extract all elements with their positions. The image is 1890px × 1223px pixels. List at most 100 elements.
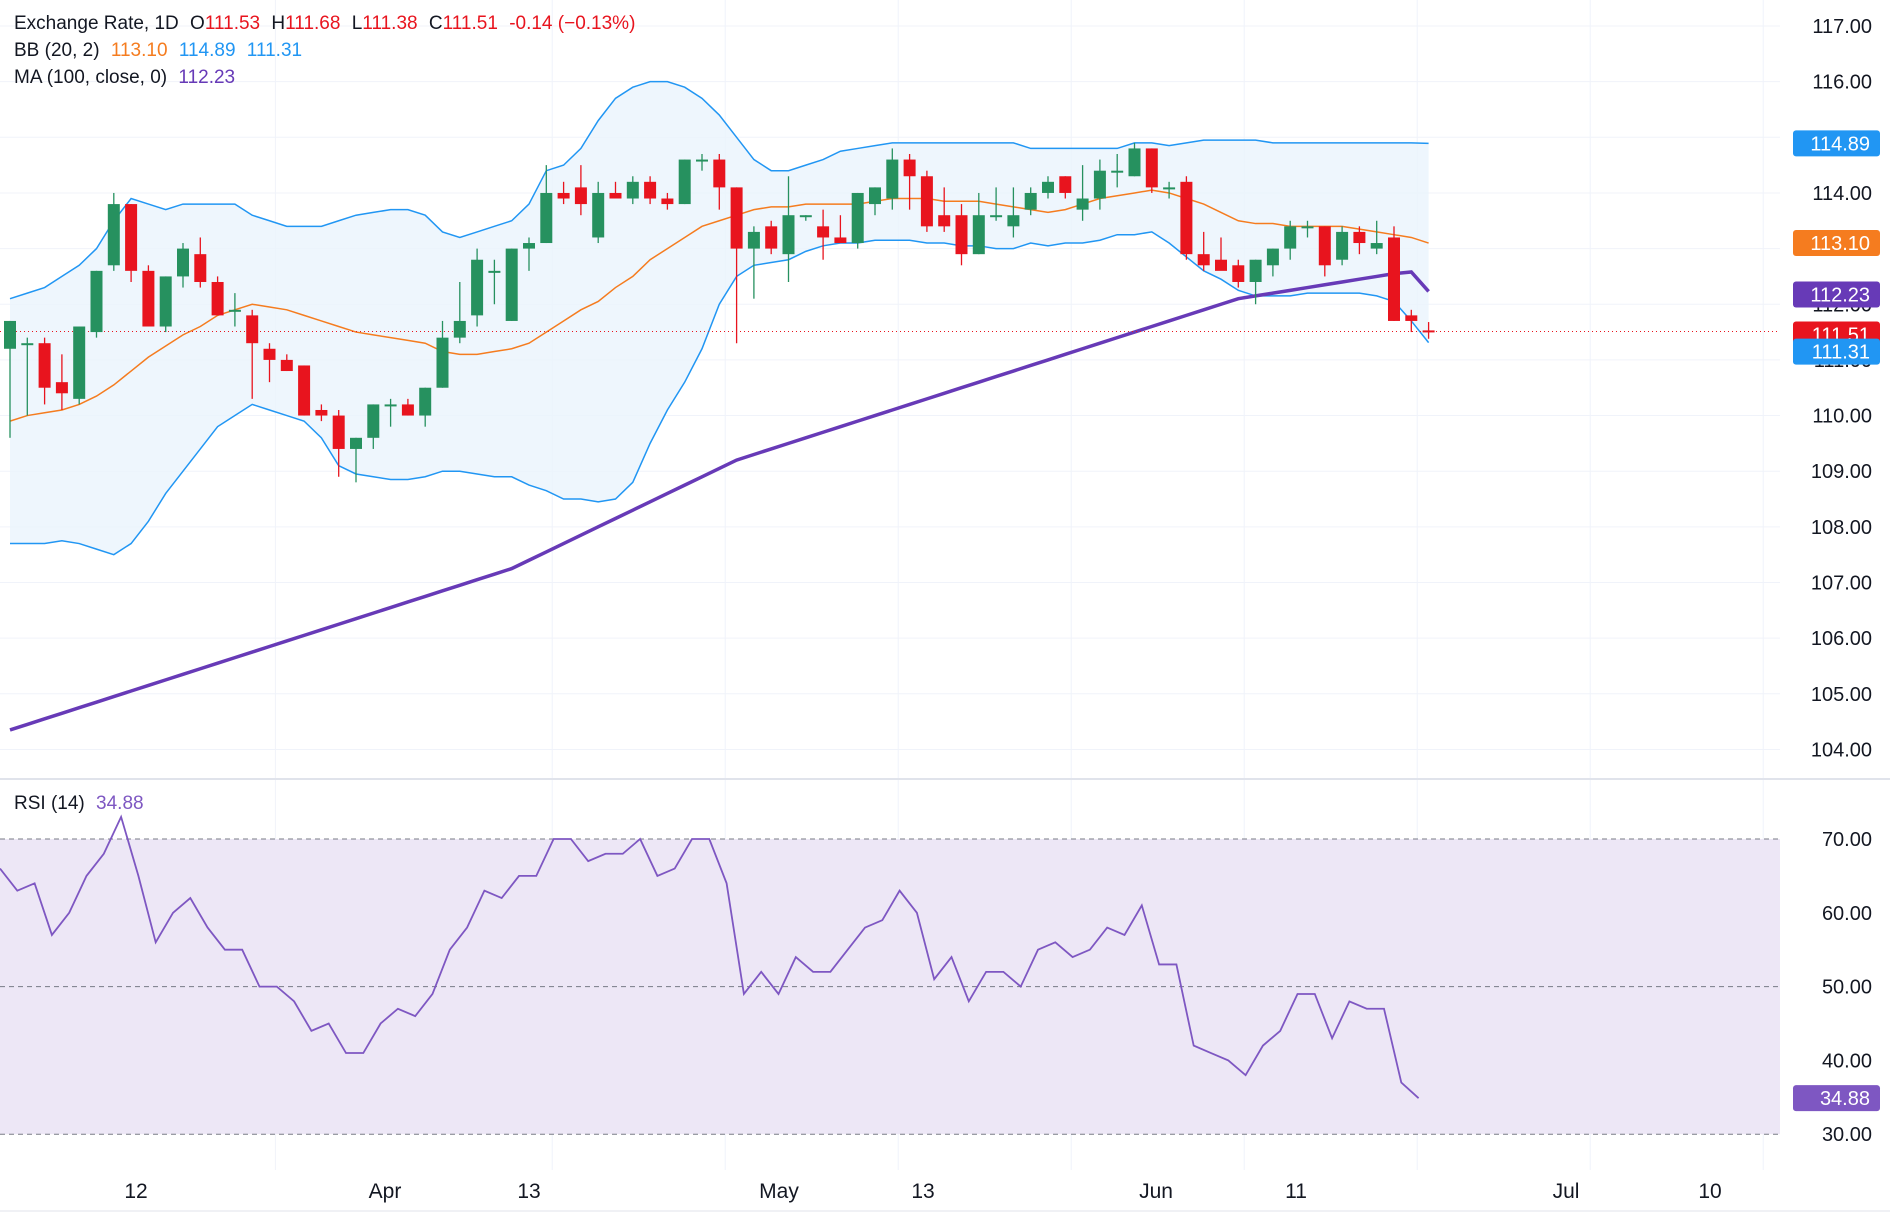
candle-body [1145,148,1158,188]
candle-body [1076,198,1089,210]
candle [574,165,587,216]
candle-body [4,320,16,349]
rsi-tick-label: 60.00 [1822,903,1872,925]
candle [211,276,224,316]
candle-body [592,192,605,238]
candle [730,187,743,344]
candle [315,404,328,422]
candle-body [678,159,691,205]
bb-upper-tag: 114.89 [1793,130,1880,157]
candle [678,159,691,205]
candle-body [159,276,172,327]
legend-close: C111.51 [428,13,498,34]
price-tick-label: 104.00 [1811,739,1872,761]
candle [1024,187,1037,216]
candle-body [315,409,328,416]
candle [298,365,311,416]
legend-low: L111.38 [351,13,418,34]
price-tick-label: 106.00 [1811,628,1872,650]
candle-body [574,187,587,205]
candle-body [713,159,726,188]
candle [280,354,293,372]
candle-body [1388,237,1400,321]
candle [1266,248,1279,277]
candle [540,165,553,244]
candle [159,276,172,333]
candle [1145,148,1158,193]
candle [505,248,518,321]
time-label: Apr [369,1180,402,1203]
time-label: 11 [1285,1180,1307,1203]
price-tick-label: 109.00 [1811,461,1872,483]
candle-body [125,204,138,271]
candle [73,326,86,405]
candle-body [1422,330,1435,333]
candle [1301,220,1314,238]
time-label: May [759,1180,799,1203]
price-tick-label: 108.00 [1811,517,1872,539]
bollinger-band-fill [10,81,1429,555]
legend-open: O111.53 [190,13,261,34]
candle-body [1249,259,1262,282]
bb-basis-value: 113.10 [110,40,168,61]
candle [938,187,951,232]
bb-upper-tag-bg [1793,130,1880,157]
price-tick-label: 117.00 [1812,16,1872,38]
rsi-legend: RSI (14) 34.88 [14,792,150,816]
legend-change: -0.14 (−0.13%) [509,13,636,34]
candle-body [367,404,380,438]
candle-body [1336,231,1349,260]
bb-upper-value: 114.89 [178,40,236,61]
candle-body [1180,181,1193,255]
rsi-label: RSI (14) [14,793,85,814]
candle-body [73,326,86,399]
time-label: Jul [1553,1180,1580,1203]
candle [1370,220,1383,255]
candle-body [886,159,899,199]
candle [90,270,103,338]
candle-body [523,243,535,249]
candle-body [194,254,207,282]
candle [1180,176,1193,260]
candle [696,153,708,171]
candle [920,170,933,232]
candle-body [955,215,968,255]
candle-body [1093,170,1106,199]
candle-body [263,348,276,360]
candle [367,404,380,449]
candle [1215,237,1227,271]
candle-body [1318,226,1331,266]
time-axis: 12 Apr 13 May 13 Jun 11 Jul 10 [124,1180,1721,1203]
candle [955,204,968,266]
candle [21,337,34,416]
candle [1284,220,1297,260]
candle-body [246,315,259,344]
candle [592,181,605,244]
candle [990,187,1003,221]
candle [1093,159,1106,210]
candle-body [920,176,933,227]
candle [384,398,397,427]
candle [1128,142,1141,177]
bb-lower-tag: 111.31 [1793,338,1880,365]
candle-body [869,187,881,205]
candle [401,398,414,416]
candle-body [609,192,622,199]
candle [228,293,241,327]
candle [799,215,812,221]
candle [55,354,68,410]
candle [1336,226,1349,266]
candle-body [817,226,830,238]
candle [1042,176,1054,199]
bb-upper-tag-text: 114.89 [1810,133,1870,155]
candle-body [1353,231,1366,244]
rsi-tick-label: 30.00 [1822,1124,1872,1146]
candle-body [1059,176,1072,193]
rsi-tick-label: 70.00 [1822,829,1872,851]
rsi-value-tag: 34.88 [1793,1085,1880,1112]
candle [350,437,362,483]
candle-body [1266,248,1279,266]
candle-body [505,248,518,321]
